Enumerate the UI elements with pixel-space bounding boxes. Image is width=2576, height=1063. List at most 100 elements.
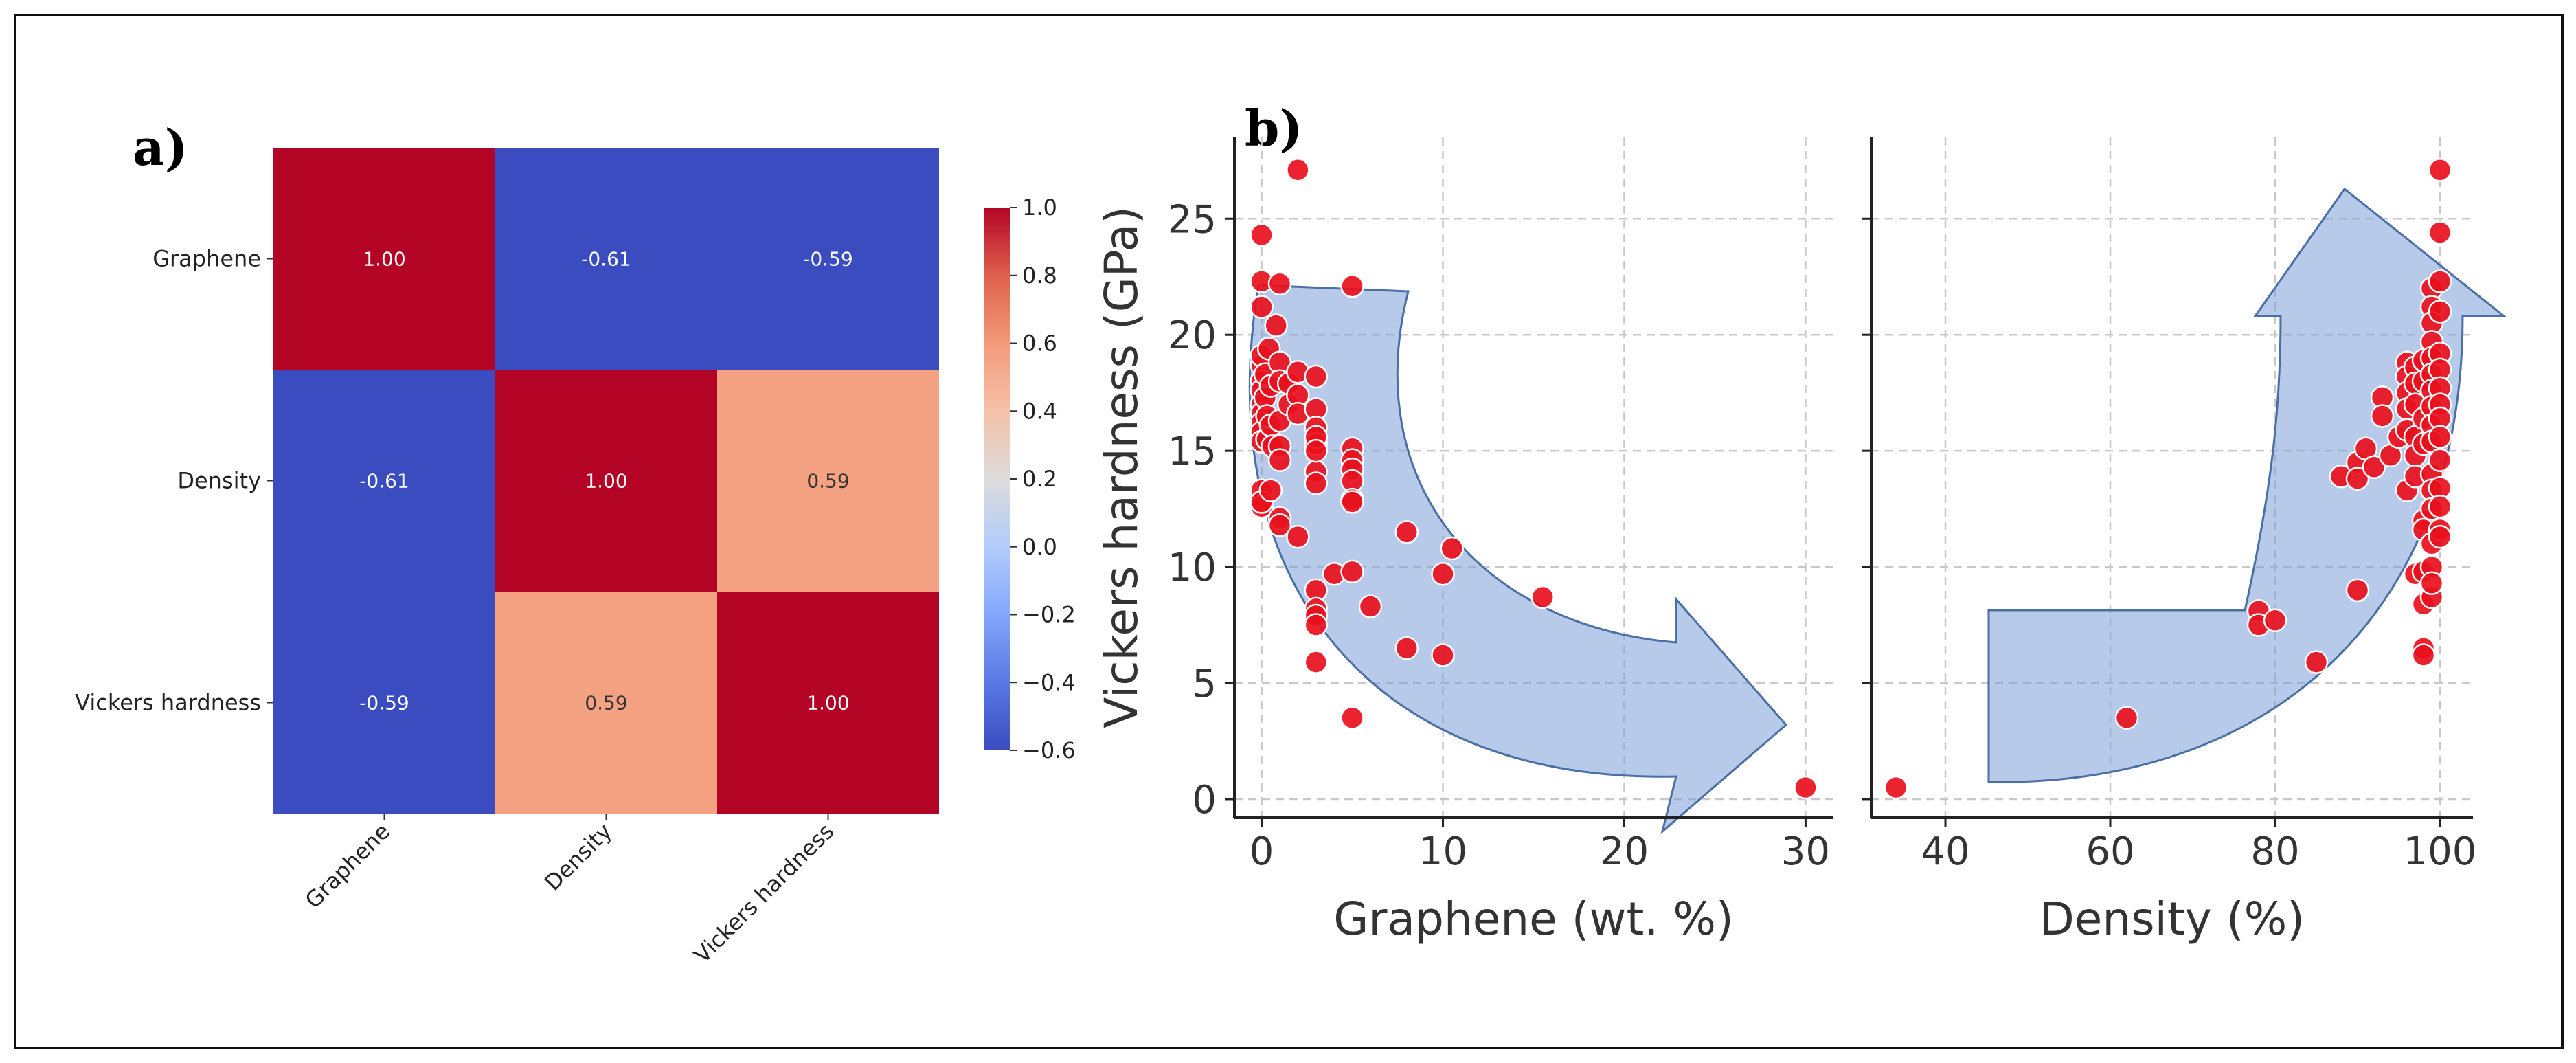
- data-point: [1304, 471, 1329, 495]
- data-point: [2428, 524, 2452, 549]
- x-tick-label: 40: [1921, 829, 1969, 874]
- axes-left: 0 10 20 30 0 5 10 15 20 25 Graphene (wt. %): [1168, 137, 1833, 945]
- data-point: [1286, 158, 1310, 182]
- data-point: [2428, 221, 2452, 245]
- points-right: [1884, 158, 2452, 800]
- y-tick-label: 15: [1168, 429, 1217, 474]
- colorbar-tick-label: 0.4: [1022, 398, 1057, 424]
- data-point: [1340, 559, 1364, 584]
- data-point: [2370, 404, 2395, 428]
- heatmap-cell: [273, 592, 495, 814]
- y-tick-label: 25: [1168, 197, 1217, 242]
- y-tick-label: 20: [1168, 313, 1217, 358]
- colorbar-tick-label: 0.6: [1022, 331, 1057, 357]
- colorbar-tick-label: −0.6: [1022, 737, 1076, 763]
- data-point: [1794, 775, 1818, 800]
- x-tick-label: 60: [2086, 829, 2134, 874]
- x-tick-label: 10: [1419, 829, 1467, 874]
- row-label: Graphene: [152, 246, 261, 272]
- data-point: [1250, 223, 1274, 247]
- data-point: [2428, 300, 2452, 324]
- heatmap-cell-value: 1.00: [585, 470, 627, 493]
- heatmap-cell-value: 1.00: [806, 692, 849, 715]
- data-point: [1267, 271, 1292, 296]
- heatmap-cell-value: -0.59: [359, 692, 409, 715]
- data-point: [2304, 650, 2329, 674]
- colorbar-tick-label: −0.4: [1022, 669, 1076, 695]
- axes-right: 40 60 80 100 Density (%): [1862, 137, 2476, 945]
- y-tick-label: 0: [1192, 778, 1217, 823]
- colorbar: −0.6 −0.4 −0.2 0.0 0.2 0.4 0.6 0.8 1.0: [984, 194, 1076, 763]
- data-point: [1431, 561, 1455, 586]
- panel-a-label: a): [133, 118, 188, 177]
- decreasing-trend-arrow: [1248, 284, 1788, 835]
- data-point: [1440, 536, 1464, 561]
- row-label: Vickers hardness: [75, 690, 261, 716]
- increasing-trend-arrow: [1987, 187, 2507, 783]
- points-left: [1250, 158, 1818, 800]
- data-point: [1340, 706, 1364, 730]
- x-tick-label: 20: [1600, 829, 1649, 874]
- heatmap-cell-value: 0.59: [806, 470, 849, 493]
- data-point: [1884, 775, 1908, 800]
- heatmap-cell: [495, 148, 717, 370]
- y-tick-label: 10: [1168, 546, 1217, 590]
- heatmap-cell-value: 1.00: [363, 248, 405, 271]
- shared-y-axis-label: Vickers hardness (GPa): [1095, 206, 1148, 728]
- data-point: [2263, 608, 2287, 633]
- heatmap-cell: [495, 592, 717, 814]
- data-point: [1431, 643, 1455, 667]
- colorbar-tick-label: 0.2: [1022, 466, 1057, 492]
- colorbar-gradient: [984, 208, 1010, 750]
- heatmap-cell: [495, 370, 717, 592]
- heatmap-cell-value: 0.59: [585, 692, 627, 715]
- data-point: [2345, 578, 2370, 603]
- data-point: [2345, 467, 2370, 491]
- data-point: [1286, 524, 1310, 549]
- x-tick-label: 100: [2404, 829, 2477, 874]
- x-tick-label: 80: [2250, 829, 2299, 874]
- heatmap-cell-value: -0.59: [803, 248, 852, 271]
- data-point: [2428, 425, 2452, 449]
- data-point: [2114, 706, 2139, 730]
- data-point: [1530, 585, 1555, 609]
- heatmap-cell: [273, 370, 495, 592]
- data-point: [2428, 269, 2452, 293]
- heatmap-cell-value: -0.61: [581, 248, 631, 271]
- data-point: [1304, 613, 1329, 637]
- colorbar-tick-label: 0.8: [1022, 262, 1057, 289]
- panel-b-label: b): [1245, 99, 1302, 157]
- data-point: [1267, 448, 1292, 472]
- colorbar-tick-label: 0.0: [1022, 534, 1057, 560]
- data-point: [1304, 650, 1329, 674]
- data-point: [2411, 643, 2436, 667]
- x-tick-label: 0: [1250, 829, 1274, 874]
- data-point: [1340, 273, 1364, 298]
- x-tick-label: 30: [1781, 829, 1830, 874]
- heatmap-cell: [717, 148, 939, 370]
- data-point: [1267, 513, 1292, 537]
- row-label: Density: [177, 468, 261, 494]
- data-point: [1250, 295, 1274, 319]
- colorbar-tick-label: −0.2: [1022, 602, 1076, 628]
- data-point: [1304, 364, 1329, 389]
- data-point: [2362, 455, 2386, 480]
- scatter-density-vs-hardness: 40 60 80 100 Density (%): [1862, 137, 2507, 945]
- data-point: [1394, 636, 1419, 660]
- data-point: [2428, 494, 2452, 519]
- data-point: [2428, 448, 2452, 472]
- correlation-heatmap: 1.00 -0.61 -0.59 -0.61 1.00 0.59 -0.59 0.59 1.00…: [75, 148, 939, 968]
- heatmap-cell: [717, 592, 939, 814]
- scatter-graphene-vs-hardness: 0 10 20 30 0 5 10 15 20 25 Graphene (wt. %): [1168, 137, 1833, 945]
- data-point: [1358, 594, 1383, 618]
- y-tick-label: 5: [1192, 662, 1217, 706]
- heatmap-cell: [273, 148, 495, 370]
- x-axis-label: Graphene (wt. %): [1333, 893, 1734, 945]
- x-axis-label: Density (%): [2040, 893, 2305, 945]
- data-point: [1304, 438, 1329, 463]
- data-point: [1340, 490, 1364, 514]
- colorbar-tick-label: 1.0: [1022, 194, 1057, 221]
- data-point: [1394, 520, 1419, 544]
- heatmap-cell-value: -0.61: [359, 470, 409, 493]
